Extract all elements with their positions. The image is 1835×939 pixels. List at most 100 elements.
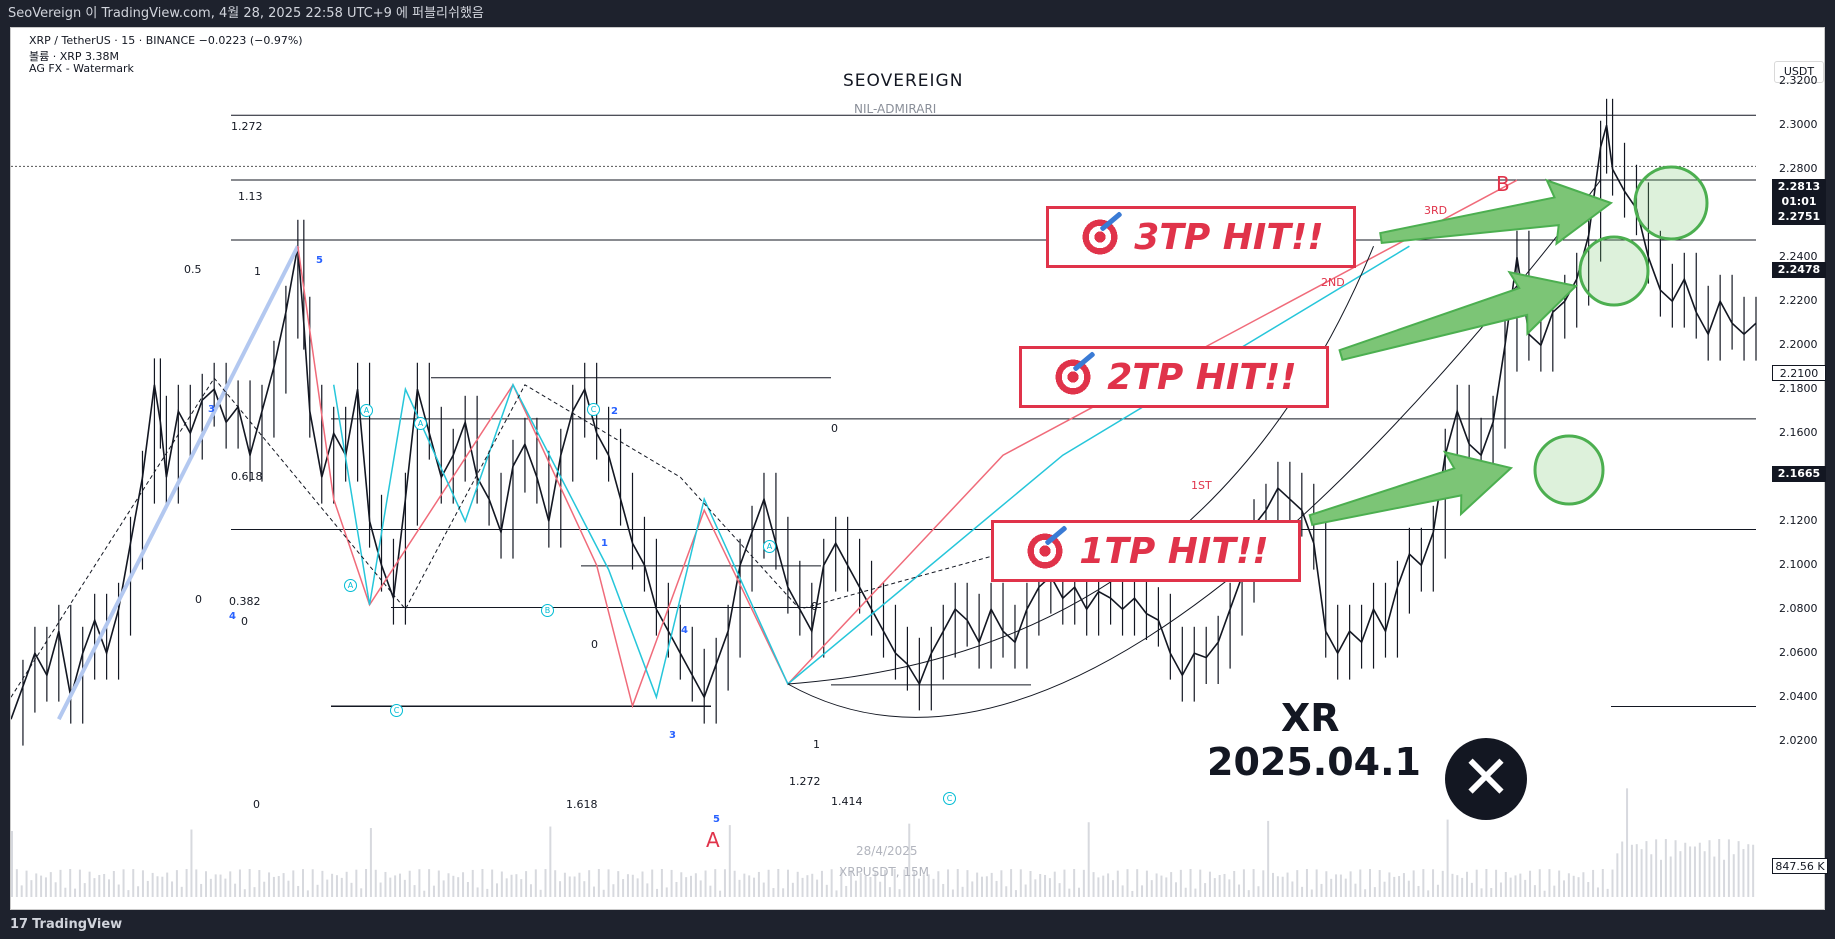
volume-bar	[1499, 882, 1502, 897]
volume-bar	[209, 878, 212, 897]
price-tick-label: 2.1200	[1779, 514, 1818, 528]
volume-bar	[1577, 877, 1580, 897]
watermark-title: SEOVEREIGN	[843, 71, 964, 91]
volume-bar	[185, 869, 188, 897]
volume-bar	[1747, 844, 1750, 897]
volume-bar	[1436, 884, 1439, 897]
volume-bar	[1398, 876, 1401, 897]
volume-bar	[74, 888, 77, 897]
volume-bar	[1373, 887, 1376, 897]
volume-bar	[859, 873, 862, 897]
volume-bar	[156, 876, 159, 897]
volume-bar	[1679, 851, 1682, 897]
volume-bar	[423, 890, 426, 897]
volume-bar	[200, 883, 203, 897]
wave-path-red	[297, 179, 1518, 709]
volume-bar	[1606, 888, 1609, 897]
volume-bar	[1737, 841, 1740, 897]
currency-button[interactable]: USDT	[1774, 61, 1824, 83]
volume-bar	[224, 878, 227, 897]
target-label-1st: 1ST	[1191, 479, 1212, 492]
volume-bar	[1495, 869, 1498, 897]
volume-bar	[777, 869, 780, 897]
volume-bar	[529, 884, 532, 897]
price-tick-label: 2.0800	[1779, 602, 1818, 616]
volume-bar	[1068, 888, 1071, 897]
tp1-label: 1TP HIT!!	[1079, 530, 1269, 572]
volume-bar	[1199, 869, 1202, 897]
wave-label: 2	[611, 406, 618, 417]
volume-bar	[1630, 844, 1633, 897]
volume-bar	[1645, 841, 1648, 897]
volume-bar	[1339, 874, 1342, 897]
volume-bar	[636, 878, 639, 897]
volume-bar	[1470, 882, 1473, 897]
volume-bar	[937, 871, 940, 897]
abc-label: A	[344, 579, 357, 592]
pattern-dashed-line	[11, 377, 1087, 698]
volume-bar	[1305, 869, 1308, 897]
publish-header: SeoVereign 이 TradingView.com, 4월 28, 202…	[0, 0, 1835, 27]
volume-bar	[845, 885, 848, 897]
volume-bar	[1664, 839, 1667, 897]
volume-bar	[1669, 856, 1672, 897]
fib-label: 0	[831, 422, 838, 435]
volume-bar	[54, 882, 57, 897]
volume-bar	[985, 876, 988, 897]
volume-bar	[544, 869, 547, 897]
volume-bar	[1558, 870, 1561, 897]
volume-bar	[593, 886, 595, 897]
volume-bar	[321, 870, 324, 897]
volume-bar	[93, 878, 96, 897]
volume-bar	[1417, 885, 1420, 897]
volume-bar	[234, 883, 237, 897]
price-badge-current: 2.2813	[1772, 179, 1826, 195]
chart-area[interactable]: XRP / TetherUS · 15 · BINANCE −0.0223 (−…	[5, 27, 1828, 924]
green-arrow-shape	[1379, 178, 1614, 246]
volume-bar	[1543, 890, 1546, 897]
volume-bar	[1456, 875, 1459, 897]
volume-bar	[1563, 880, 1565, 897]
volume-bar	[1160, 875, 1163, 897]
volume-bar	[903, 869, 906, 897]
volume-bar	[510, 874, 513, 897]
wave-label: 5	[713, 814, 720, 825]
volume-bar	[709, 885, 712, 897]
volume-bar	[1044, 874, 1047, 897]
chart-canvas[interactable]	[11, 28, 1826, 911]
volume-bar	[1548, 869, 1551, 897]
volume-bar	[796, 871, 799, 897]
volume-bar	[248, 869, 251, 897]
volume-bar	[976, 872, 979, 897]
volume-bar	[365, 869, 368, 897]
volume-bar	[263, 881, 266, 897]
indicator-legend[interactable]: AG FX - Watermark	[29, 62, 134, 75]
volume-bar	[1359, 869, 1362, 897]
fib-label: 0.5	[184, 263, 202, 276]
volume-bar	[331, 873, 334, 897]
volume-bar	[428, 869, 431, 897]
volume-bar	[180, 886, 183, 897]
wave-label: 5	[316, 255, 323, 266]
volume-bar	[1509, 877, 1512, 897]
volume-bar	[1461, 877, 1464, 897]
volume-bar	[1349, 871, 1352, 897]
price-series-line	[11, 124, 1757, 720]
volume-bar	[1010, 869, 1013, 897]
volume-bar	[1514, 875, 1517, 897]
volume-bar	[1155, 873, 1158, 897]
symbol-legend[interactable]: XRP / TetherUS · 15 · BINANCE −0.0223 (−…	[29, 34, 303, 47]
tp3-label: 3TP HIT!!	[1134, 216, 1324, 258]
volume-bar	[1102, 875, 1105, 897]
volume-bar	[1412, 870, 1415, 897]
volume-bar	[1247, 890, 1250, 897]
volume-bar	[1402, 873, 1405, 897]
volume-bar	[680, 872, 683, 897]
volume-bar	[1087, 822, 1090, 897]
price-tick-label: 2.0600	[1779, 646, 1818, 660]
volume-bar	[1422, 869, 1425, 897]
volume-bar	[525, 871, 528, 897]
volume-bar	[835, 890, 838, 897]
volume-bar	[1014, 890, 1017, 897]
volume-legend[interactable]: 볼륨 · XRP 3.38M	[29, 50, 120, 63]
